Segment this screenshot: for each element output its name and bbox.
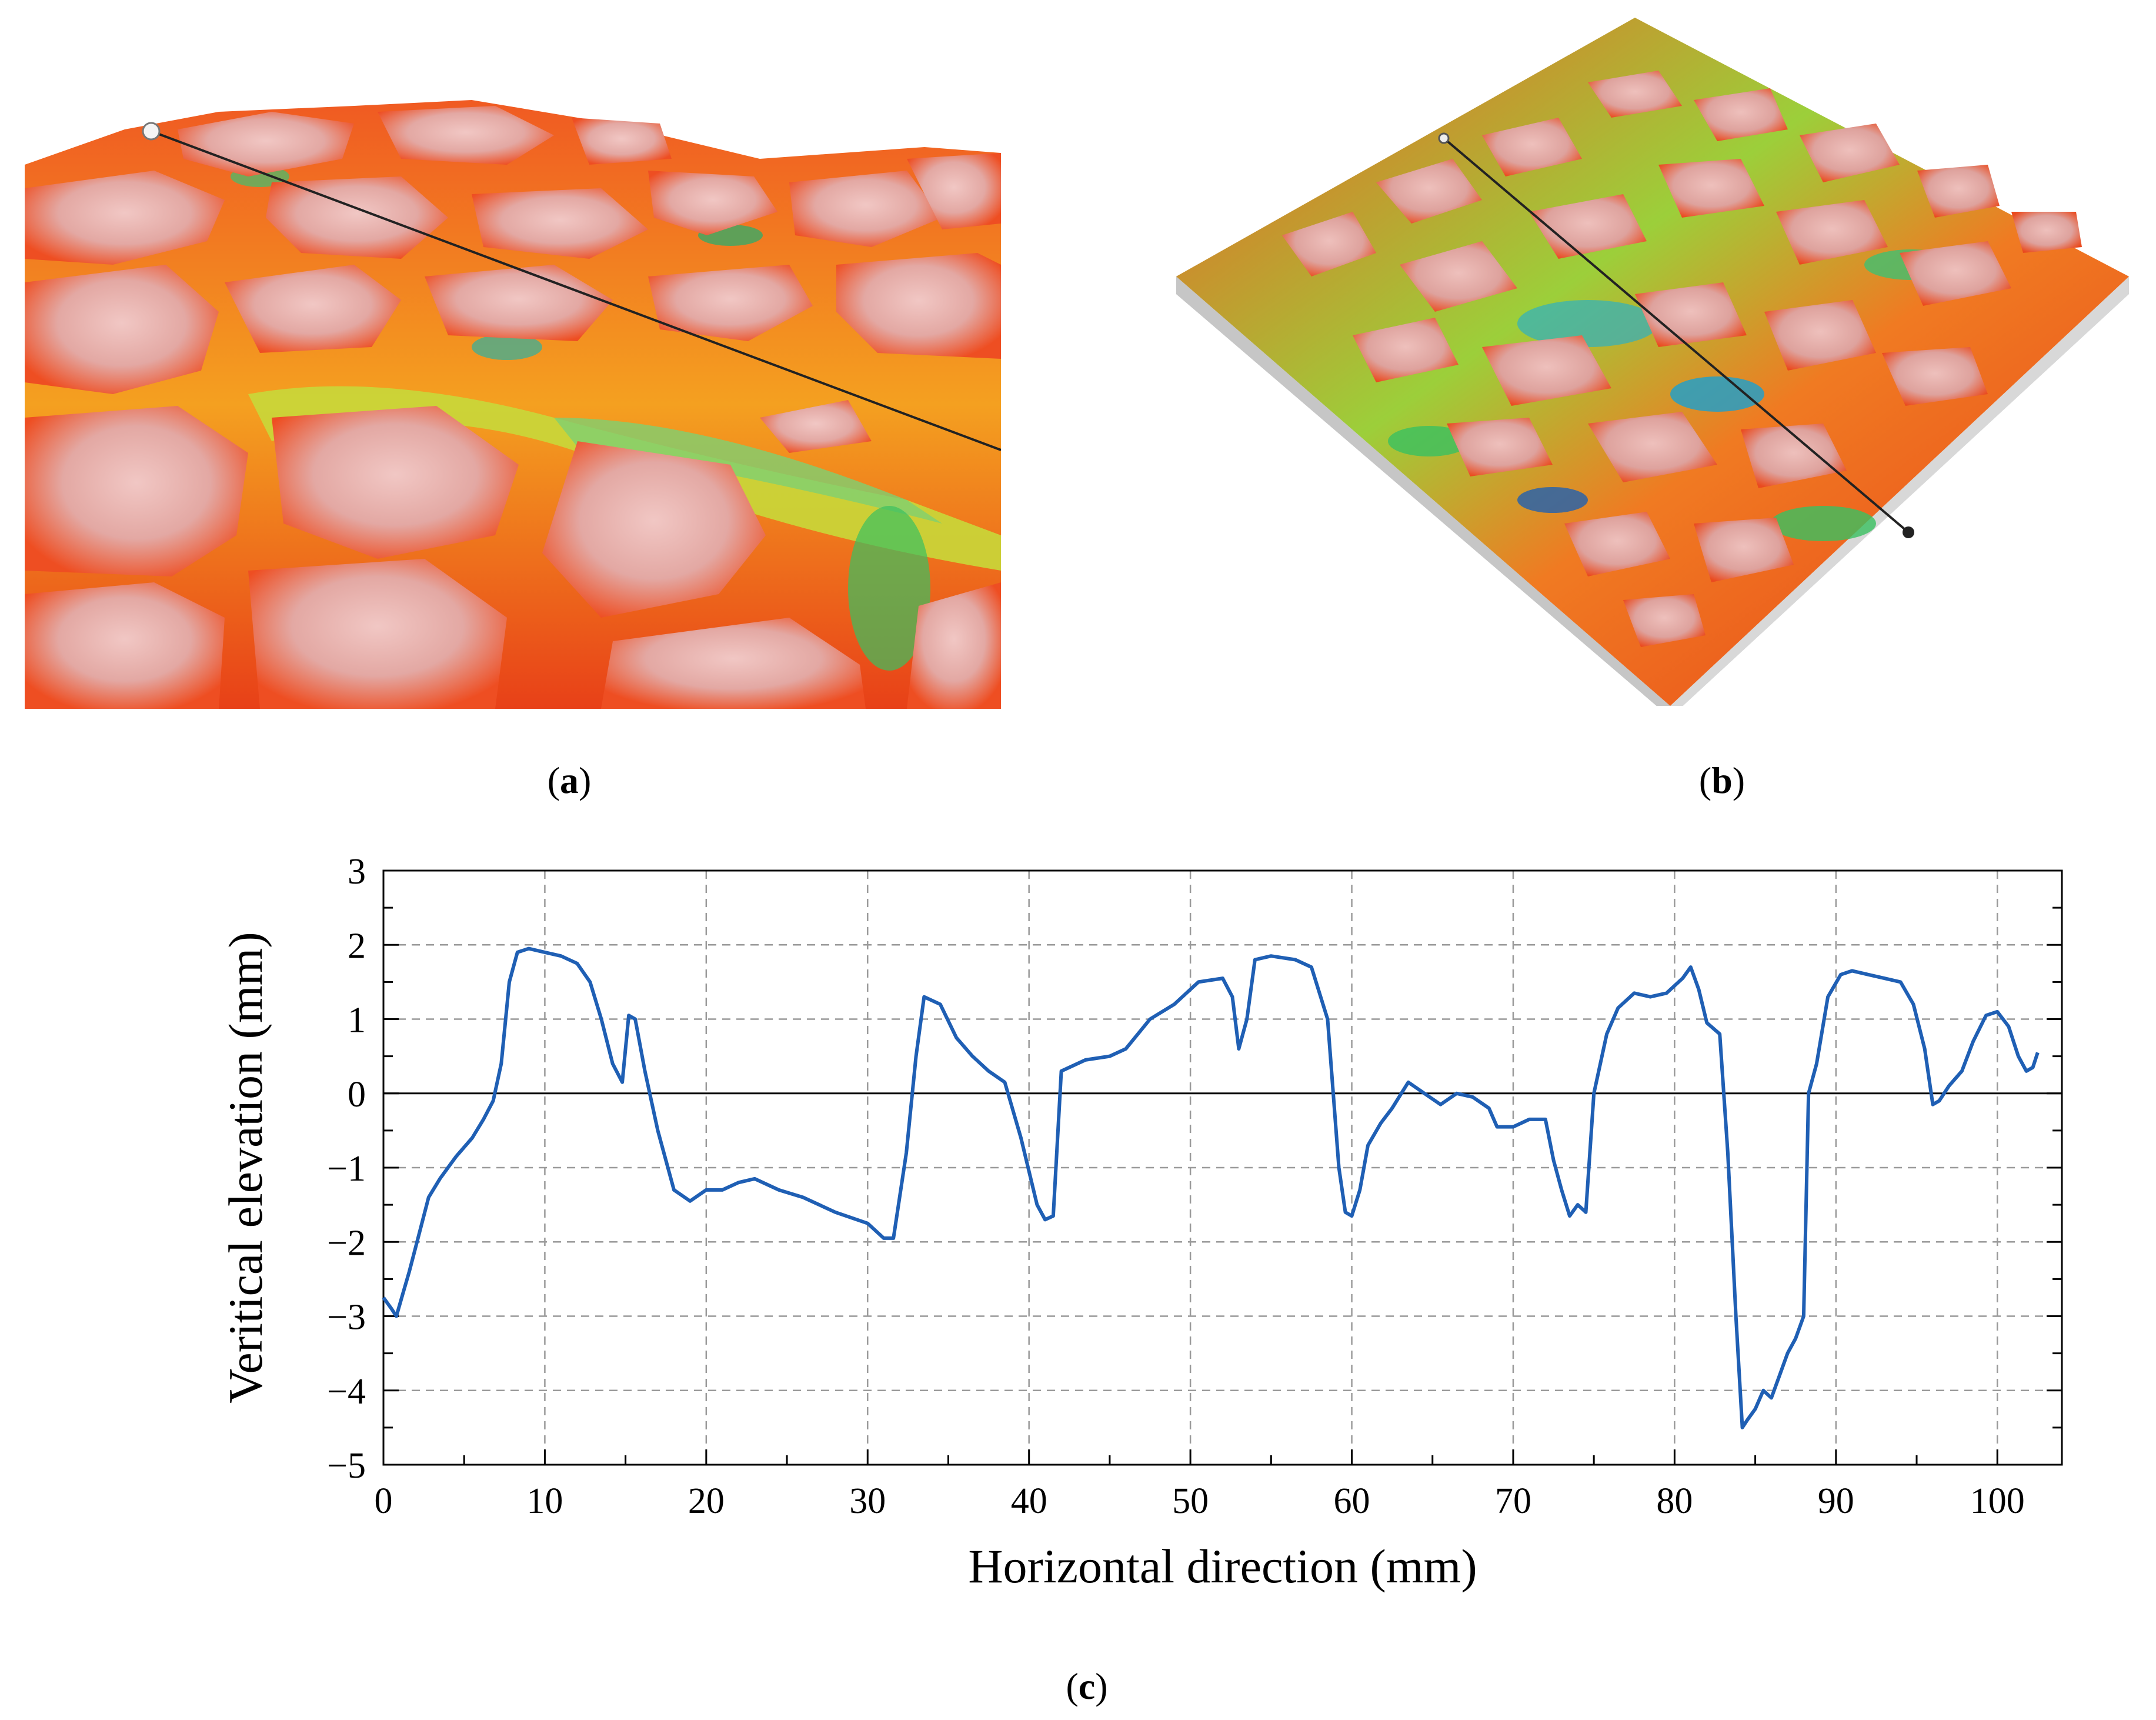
caption-c: (c): [1066, 1665, 1108, 1707]
caption-b: (b): [1698, 759, 1746, 801]
x-tick-label: 40: [1011, 1481, 1047, 1521]
y-tick-labels: −5 −4 −3 −2 −1 0 1 2 3: [327, 852, 366, 1486]
surface-overview-image: [1176, 18, 2129, 718]
y-tick-label: −2: [327, 1223, 366, 1263]
y-tick-label: 2: [348, 926, 366, 966]
x-tick-label: 20: [688, 1481, 725, 1521]
y-tick-label: −1: [327, 1149, 366, 1189]
surface-closeup-image: [25, 100, 1002, 709]
x-tick-labels: 0 10 20 30 40 50 60 70 80 90 100: [375, 1481, 2025, 1521]
y-tick-label: −3: [327, 1298, 366, 1338]
x-tick-label: 70: [1495, 1481, 1531, 1521]
y-tick-label: −5: [327, 1446, 366, 1486]
surface-scan-overview: [1176, 18, 2141, 718]
x-tick-label: 50: [1172, 1481, 1209, 1521]
x-tick-label: 80: [1656, 1481, 1693, 1521]
surface-scan-closeup: [25, 88, 1002, 709]
x-tick-label: 90: [1818, 1481, 1854, 1521]
caption-a: (a): [547, 759, 592, 801]
y-axis-label: Veritical elevation (mm): [219, 932, 272, 1403]
y-tick-label: 3: [348, 852, 366, 892]
x-tick-label: 60: [1334, 1481, 1370, 1521]
x-tick-label: 30: [849, 1481, 886, 1521]
y-tick-label: 1: [348, 1001, 366, 1041]
series-line-elevation: [382, 946, 2040, 1429]
y-tick-label: 0: [348, 1075, 366, 1115]
axis-ticks: [382, 869, 2062, 1466]
y-tick-label: −4: [327, 1372, 366, 1412]
x-axis-label: Horizontal direction (mm): [968, 1539, 1477, 1593]
x-tick-label: 10: [526, 1481, 563, 1521]
elevation-profile-chart: 0 10 20 30 40 50 60 70 80 90 100 −5 −4 −3 −2 −1 0 1 2 3 Ho…: [219, 852, 2063, 1593]
x-tick-label: 100: [1970, 1481, 2025, 1521]
chart-grid: [383, 871, 2062, 1465]
x-tick-label: 0: [375, 1481, 393, 1521]
